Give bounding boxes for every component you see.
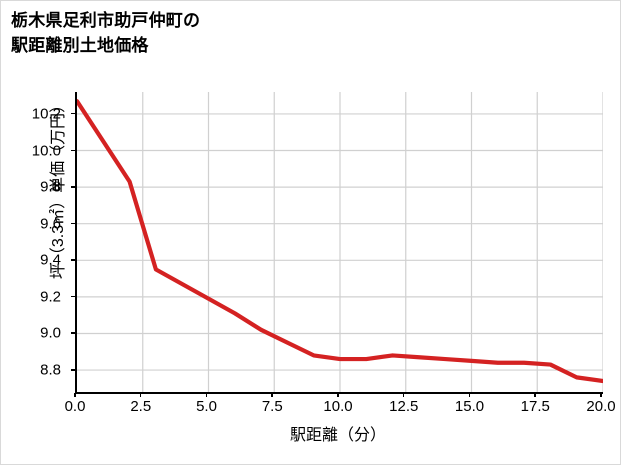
x-axis-tick-mark <box>402 393 405 397</box>
x-axis-tick-mark <box>205 393 207 397</box>
y-axis-tick-mark <box>71 332 75 334</box>
x-axis-tick-label: 7.5 <box>261 398 283 415</box>
y-axis-tick-label: 9.4 <box>40 251 61 269</box>
series-line <box>77 99 603 384</box>
data-line-series <box>77 99 603 384</box>
y-axis-tick-mark <box>71 369 75 371</box>
x-axis-tick-label: 15.0 <box>454 398 485 415</box>
x-axis-tick-mark <box>600 393 602 397</box>
page-title: 栃木県足利市助戸仲町の 駅距離別土地価格 <box>11 11 201 55</box>
y-axis-tick-label: 9.8 <box>40 178 61 196</box>
y-axis-tick-labels: 10.2 10.0 9.8 9.6 9.4 9.2 9.0 8.8 <box>1 92 69 392</box>
x-axis-tick-label: 0.0 <box>64 398 86 415</box>
x-axis-tick-label: 2.5 <box>130 398 152 415</box>
x-axis-tick-label: 20.0 <box>586 398 616 415</box>
grid-lines <box>77 92 603 392</box>
y-axis-tick-label: 9.2 <box>40 288 61 306</box>
x-axis-tick-labels: 0.0 2.5 5.0 7.5 10.0 12.5 15.0 17.5 20.0 <box>65 398 616 420</box>
x-axis-tick-label: 12.5 <box>389 398 419 415</box>
y-axis-tick-mark <box>71 259 75 261</box>
y-axis-title: 坪（3.3㎡）単価（万円） <box>50 96 67 280</box>
x-axis-tick-mark <box>139 393 142 397</box>
y-axis-tick-mark <box>71 222 75 225</box>
x-axis-tick-mark <box>271 393 273 397</box>
y-axis-tick-label: 10.2 <box>31 105 61 123</box>
x-axis-tick-label: 5.0 <box>196 398 217 415</box>
y-axis-tick-label: 10.0 <box>31 142 61 160</box>
x-axis-tick-mark <box>534 393 536 397</box>
y-axis-tick-label: 9.6 <box>40 215 61 233</box>
x-axis-tick-mark <box>74 393 76 397</box>
x-axis-tick-label: 17.5 <box>520 398 550 415</box>
y-axis-tick-mark <box>71 149 75 152</box>
y-axis-tick-label: 9.0 <box>40 324 61 342</box>
x-axis-tick-label: 10.0 <box>323 398 353 415</box>
plot-area <box>75 92 603 394</box>
y-axis-tick-label: 8.8 <box>40 361 61 379</box>
x-axis-tick-mark <box>468 393 470 397</box>
y-axis-tick-mark <box>71 186 75 188</box>
y-axis-tick-mark <box>71 112 75 115</box>
y-axis-tick-mark <box>71 295 75 298</box>
x-axis-title: 駅距離（分） <box>289 427 386 444</box>
x-axis-tick-mark <box>337 393 339 397</box>
